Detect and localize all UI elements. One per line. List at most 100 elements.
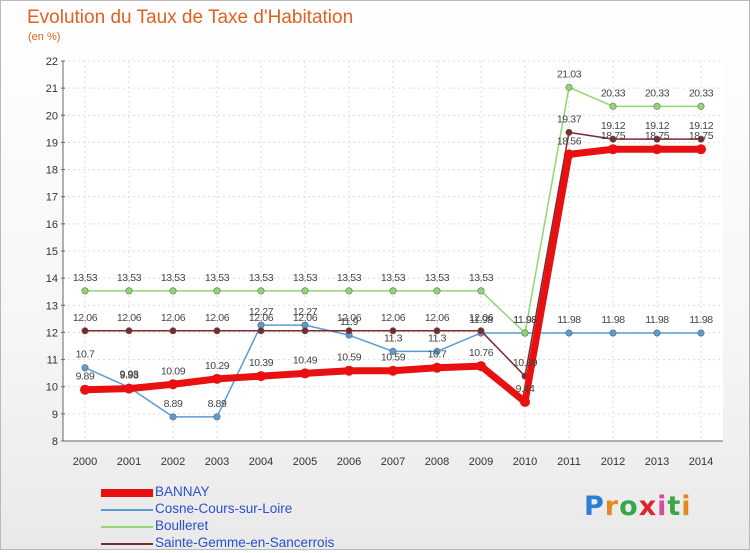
series-point [653,102,661,110]
series-point [81,364,89,372]
y-tick-label: 19 [46,137,58,149]
series-point [213,287,221,295]
data-label: 11.9 [340,316,359,328]
series-point [477,327,485,335]
series-point [565,329,573,337]
data-label: 9.98 [120,368,139,380]
series-point [697,329,705,337]
series-point [257,287,265,295]
data-label: 12.06 [425,312,450,324]
y-tick-label: 11 [47,355,58,367]
series-point [697,102,705,110]
series-point [125,327,133,335]
x-tick-label: 2012 [601,456,625,468]
x-tick-label: 2010 [513,456,537,468]
series-point [80,384,90,395]
y-tick-label: 12 [46,327,58,339]
y-tick-label: 21 [46,83,58,95]
data-label: 10.59 [337,352,362,364]
data-label: 11.98 [601,314,625,326]
series-point [345,287,353,295]
data-label: 11.98 [689,314,713,326]
data-label: 12.06 [161,312,186,324]
legend-swatch [101,543,153,545]
series-point [345,327,353,335]
x-tick-label: 2002 [161,456,185,468]
series-point [389,347,397,355]
series-point [168,379,178,390]
series-point [433,287,441,295]
x-tick-label: 2011 [557,456,581,468]
data-label: 13.53 [337,272,362,284]
data-label: 13.53 [425,272,450,284]
x-tick-label: 2007 [381,456,405,468]
series-point [169,287,177,295]
y-tick-label: 10 [46,382,58,394]
data-label: 11.3 [384,332,403,344]
series-point [301,327,309,335]
data-label: 11.98 [513,314,537,326]
series-point [81,327,89,335]
series-point [564,149,574,160]
data-label: 8.89 [164,398,183,410]
legend-label: Sainte-Gemme-en-Sancerrois [155,535,335,550]
series-point [432,362,442,373]
data-label: 19.37 [557,113,582,125]
y-tick-label: 17 [46,192,58,204]
legend-swatch [101,509,153,511]
proxiti-logo: Proxiti [584,491,692,522]
data-label: 20.33 [645,87,670,99]
series-point [301,287,309,295]
data-label: 13.53 [117,272,142,284]
series-point [520,396,530,407]
data-label: 12.06 [469,312,494,324]
x-tick-label: 2009 [469,456,493,468]
series-point [169,413,177,421]
series-point [609,102,617,110]
y-tick-label: 20 [46,110,58,122]
series-point [476,361,486,372]
data-label: 13.53 [249,272,274,284]
series-point [521,329,529,337]
data-label: 19.12 [645,120,670,132]
series-point [696,144,706,155]
series-point [344,365,354,376]
data-label: 19.12 [601,120,626,132]
data-label: 12.06 [381,312,406,324]
data-label: 19.12 [689,120,714,132]
data-label: 12.06 [337,312,362,324]
y-tick-label: 22 [46,56,58,68]
y-tick-label: 15 [46,246,58,258]
x-tick-label: 2008 [425,456,449,468]
data-label: 10.59 [381,352,406,364]
data-label: 9.89 [76,371,95,383]
data-label: 10.76 [469,347,494,359]
series-point [389,327,397,335]
x-tick-label: 2000 [73,456,97,468]
series-point [565,83,573,91]
data-label: 11.98 [513,314,537,326]
series-point [257,327,265,335]
data-label: 10.7 [76,349,95,361]
x-tick-label: 2005 [293,456,317,468]
series-point [477,287,485,295]
data-label: 8.89 [208,398,227,410]
data-label: 11.3 [428,332,447,344]
legend-swatch [101,526,153,528]
series-point [125,287,133,295]
legend-swatch [101,489,153,497]
x-tick-label: 2006 [337,456,361,468]
series-point [256,371,266,382]
data-label: 10.39 [513,357,538,369]
data-label: 12.27 [249,306,274,318]
data-label: 12.06 [117,312,142,324]
data-label: 9.44 [516,383,535,395]
series-point [124,383,134,394]
x-tick-label: 2001 [117,456,141,468]
x-tick-label: 2003 [205,456,229,468]
data-label: 13.53 [293,272,318,284]
legend-label: Cosne-Cours-sur-Loire [155,501,293,516]
data-label: 11.98 [557,314,581,326]
data-label: 13.53 [205,272,230,284]
